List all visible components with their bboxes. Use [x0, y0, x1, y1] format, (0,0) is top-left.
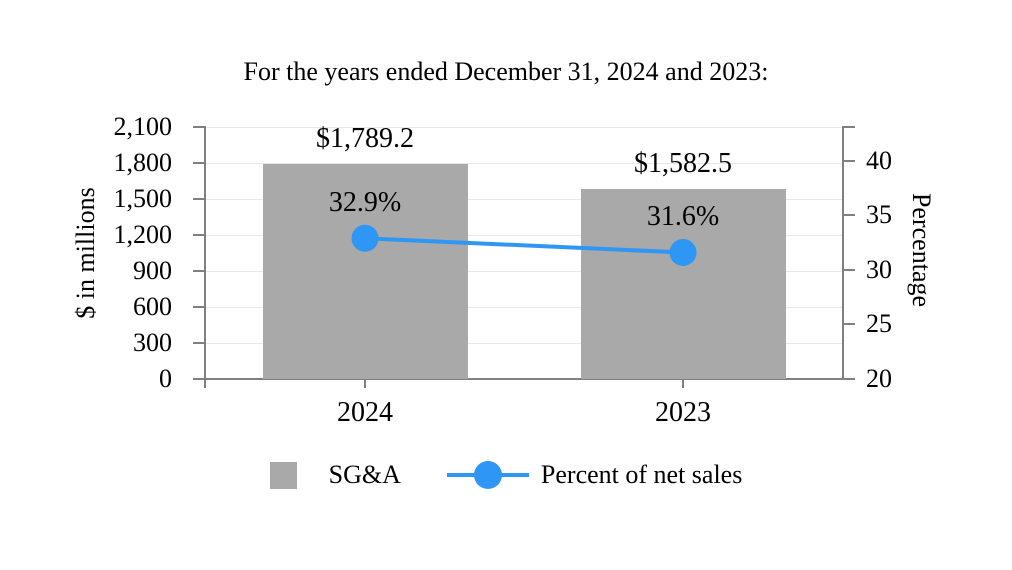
x-axis-line	[204, 378, 842, 380]
bar-value-label: $1,582.5	[634, 148, 732, 180]
right-axis-tick	[842, 159, 855, 162]
right-axis-tick-label: 35	[866, 200, 892, 230]
legend: SG&A Percent of net sales	[0, 460, 1012, 490]
left-axis-tick-label: 1,500	[113, 184, 173, 213]
left-axis-tick	[193, 198, 206, 200]
left-axis-tick	[193, 270, 206, 272]
left-axis-tick-label: 300	[133, 328, 172, 357]
legend-entry-percent: Percent of net sales	[446, 460, 743, 490]
right-axis-end-tick	[842, 126, 855, 128]
left-axis-tick	[193, 126, 206, 128]
right-axis-tick	[842, 268, 855, 271]
left-axis-tick-label: 600	[133, 292, 172, 321]
right-axis-tick	[842, 323, 855, 326]
gridline	[206, 126, 842, 128]
left-axis-tick	[193, 306, 206, 308]
legend-entry-sga: SG&A	[269, 460, 401, 490]
gridline	[206, 342, 842, 344]
left-axis-tick-label: 0	[159, 364, 172, 393]
gridline	[206, 198, 842, 200]
gridline	[206, 306, 842, 308]
bar-value-label: $1,789.2	[316, 123, 414, 155]
left-axis-tick-label: 900	[133, 256, 172, 285]
percent-value-label: 32.9%	[328, 187, 402, 219]
left-axis-tick-label: 1,200	[113, 220, 173, 249]
x-axis-category-label: 2023	[655, 397, 711, 428]
left-axis-tick-label: 1,800	[113, 148, 173, 177]
right-axis-tick	[842, 378, 855, 380]
left-axis-tick	[193, 234, 206, 236]
gridline	[206, 270, 842, 272]
left-axis-tick	[193, 342, 206, 344]
percent-line-swatch-icon	[446, 461, 529, 489]
left-axis-tick-label: 2,100	[113, 112, 173, 141]
legend-label-sga: SG&A	[328, 460, 401, 489]
right-axis-tick-label: 40	[866, 145, 892, 175]
right-axis-tick-label: 20	[866, 364, 892, 393]
sga-bar	[262, 164, 468, 379]
category-tick	[364, 379, 366, 388]
left-axis-tick	[193, 378, 206, 380]
right-axis-tick-label: 30	[866, 254, 892, 284]
legend-label-percent: Percent of net sales	[540, 460, 743, 489]
gridline	[206, 162, 842, 164]
sga-bar-swatch-icon	[269, 461, 297, 489]
sga-bar	[580, 189, 786, 379]
gridline	[206, 234, 842, 236]
percent-value-label: 31.6%	[646, 201, 720, 233]
right-axis-line	[842, 127, 844, 379]
category-tick	[682, 379, 684, 388]
right-axis-tick-label: 25	[866, 309, 892, 339]
right-axis-tick	[842, 214, 855, 217]
chart-title: For the years ended December 31, 2024 an…	[243, 57, 769, 86]
left-axis-line	[204, 127, 206, 388]
x-axis-category-label: 2024	[337, 397, 393, 428]
left-axis-tick	[193, 162, 206, 164]
